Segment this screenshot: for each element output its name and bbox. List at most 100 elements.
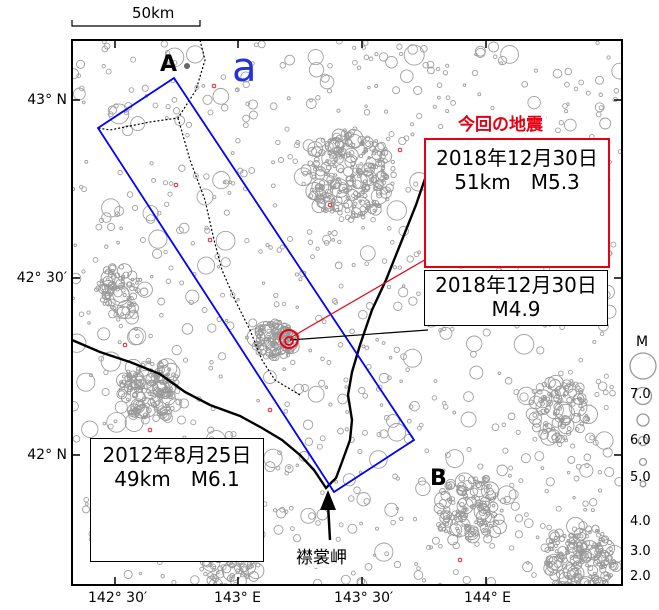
quake-circle xyxy=(387,226,392,231)
quake-circle xyxy=(466,335,483,352)
callout-m61-detail: 49km M6.1 xyxy=(114,467,240,491)
quake-circle xyxy=(164,47,185,68)
quake-circle xyxy=(124,412,144,432)
quake-circle xyxy=(344,427,349,432)
quake-circle xyxy=(130,56,137,63)
quake-circle xyxy=(351,142,356,148)
quake-circle xyxy=(118,282,124,288)
quake-circle xyxy=(603,373,609,379)
callout-m53-date: 2018年12月30日 xyxy=(436,146,598,170)
quake-circle xyxy=(492,519,507,535)
quake-circle xyxy=(390,519,396,526)
quake-circle xyxy=(375,160,382,167)
quake-circle xyxy=(573,475,580,482)
quake-circle xyxy=(408,404,414,410)
quake-circle xyxy=(201,84,206,88)
quake-circle xyxy=(179,280,185,286)
quake-circle xyxy=(179,398,190,409)
quake-circle xyxy=(86,310,91,315)
quake-circle xyxy=(474,520,479,525)
quake-circle xyxy=(406,255,414,263)
quake-circle xyxy=(562,103,568,109)
quake-circle xyxy=(381,164,386,168)
quake-circle xyxy=(482,476,487,481)
quake-circle xyxy=(557,417,575,435)
quake-circle xyxy=(507,473,512,478)
lat-tick-43n: 43° N xyxy=(27,92,67,108)
quake-circle xyxy=(358,386,366,395)
quake-circle xyxy=(487,497,492,501)
quake-circle xyxy=(578,403,583,409)
quake-circle xyxy=(374,179,384,190)
quake-circle xyxy=(175,398,183,406)
quake-circle xyxy=(352,173,368,190)
quake-circle xyxy=(155,387,161,393)
quake-circle xyxy=(203,571,208,577)
quake-circle xyxy=(229,572,235,579)
quake-circle xyxy=(385,197,390,202)
quake-circle xyxy=(442,70,449,76)
quake-circle xyxy=(565,590,568,593)
quake-circle xyxy=(118,276,124,282)
quake-circle xyxy=(375,526,379,531)
quake-circle xyxy=(518,478,524,484)
quake-circle xyxy=(465,528,480,544)
quake-circle xyxy=(126,397,130,402)
quake-circle xyxy=(108,309,118,319)
quake-circle xyxy=(595,111,602,118)
quake-circle xyxy=(577,396,583,402)
quake-circle xyxy=(277,157,285,164)
quake-circle xyxy=(386,200,407,221)
quake-circle xyxy=(298,277,303,282)
quake-circle xyxy=(301,181,306,186)
quake-circle xyxy=(236,298,240,302)
quake-circle xyxy=(380,165,386,171)
quake-circle xyxy=(151,177,157,183)
quake-circle xyxy=(558,370,564,377)
quake-circle xyxy=(192,173,199,179)
quake-circle xyxy=(386,136,391,142)
quake-circle xyxy=(114,400,128,414)
quake-circle xyxy=(101,212,112,223)
quake-circle xyxy=(282,367,287,372)
quake-circle xyxy=(283,409,289,414)
quake-circle xyxy=(154,400,160,406)
callout-m49: 2018年12月30日 M4.9 xyxy=(424,270,608,326)
quake-circle xyxy=(542,396,547,401)
quake-circle xyxy=(114,206,125,216)
quake-circle xyxy=(566,426,572,431)
quake-circle xyxy=(293,142,300,149)
quake-circle xyxy=(352,59,358,66)
quake-circle xyxy=(323,240,330,246)
quake-circle xyxy=(582,415,591,423)
quake-circle xyxy=(551,432,563,444)
quake-circle xyxy=(348,495,355,502)
quake-circle xyxy=(358,153,364,159)
quake-circle xyxy=(109,268,115,274)
quake-circle xyxy=(577,583,583,585)
quake-circle xyxy=(488,525,502,538)
quake-circle xyxy=(165,61,171,66)
quake-circle xyxy=(368,56,374,62)
quake-circle xyxy=(390,166,396,172)
quake-circle xyxy=(335,536,341,542)
quake-circle xyxy=(275,508,287,519)
quake-circle xyxy=(329,154,334,160)
quake-circle xyxy=(564,109,569,114)
quake-circle xyxy=(362,429,368,436)
quake-circle xyxy=(204,227,211,234)
quake-circle xyxy=(599,117,612,130)
quake-circle xyxy=(159,313,164,318)
quake-circle xyxy=(375,337,380,342)
quake-circle xyxy=(235,138,241,144)
quake-circle xyxy=(456,481,467,492)
quake-circle xyxy=(364,104,368,108)
quake-circle xyxy=(355,167,362,174)
quake-circle xyxy=(159,409,172,422)
quake-circle xyxy=(386,375,392,381)
quake-circle xyxy=(596,584,600,585)
quake-circle xyxy=(214,253,221,260)
quake-circle xyxy=(342,186,346,190)
quake-circle xyxy=(247,99,258,110)
quake-circle xyxy=(494,492,499,497)
